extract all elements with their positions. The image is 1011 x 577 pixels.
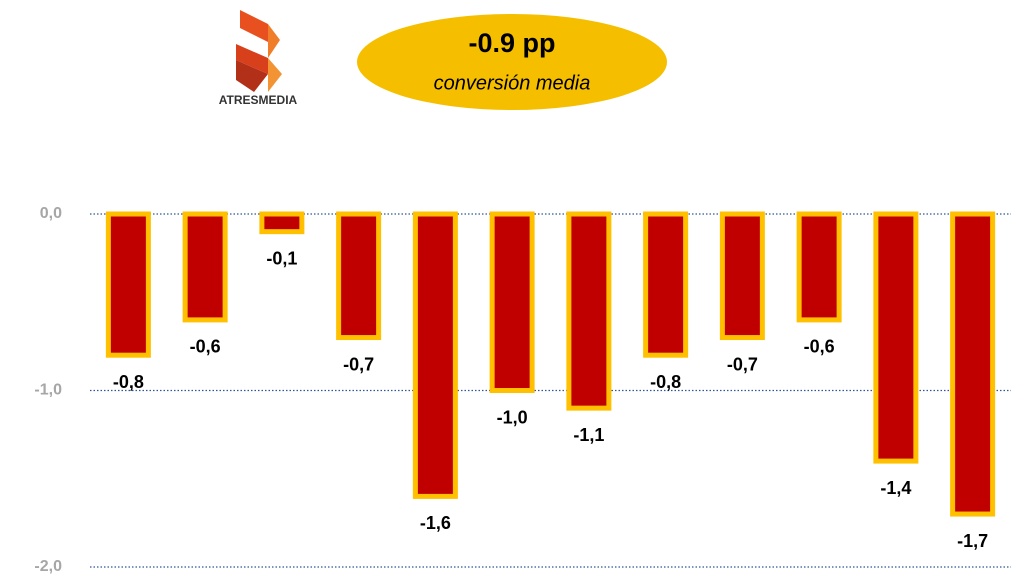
highlight-bubble — [357, 14, 667, 110]
value-label: -0,1 — [266, 248, 297, 268]
value-label: -0,7 — [343, 354, 374, 374]
caption: conversión media — [434, 72, 591, 94]
bar — [566, 211, 612, 411]
headline: -0.9 pp — [468, 28, 555, 58]
logo: ATRESMEDIA — [219, 10, 298, 107]
bar — [412, 211, 458, 499]
value-label: -1,7 — [957, 531, 988, 551]
bar — [719, 211, 765, 341]
bar — [105, 211, 151, 358]
y-tick-label: 0,0 — [40, 205, 62, 222]
value-label: -0,8 — [113, 372, 144, 392]
value-label: -1,6 — [420, 513, 451, 533]
value-label: -0,6 — [804, 337, 835, 357]
bar — [489, 211, 535, 393]
logo-text: ATRESMEDIA — [219, 93, 298, 107]
value-label: -0,7 — [727, 354, 758, 374]
value-label: -0,6 — [190, 337, 221, 357]
bar — [259, 211, 305, 235]
value-label: -0,8 — [650, 372, 681, 392]
value-label: -1,4 — [880, 478, 911, 498]
y-tick-label: -2,0 — [34, 558, 62, 575]
bar — [182, 211, 228, 323]
bar — [950, 211, 996, 517]
value-label: -1,0 — [497, 407, 528, 427]
bar — [796, 211, 842, 323]
bar — [336, 211, 382, 341]
bar — [643, 211, 689, 358]
bar — [873, 211, 919, 464]
y-tick-label: -1,0 — [34, 382, 62, 399]
value-label: -1,1 — [573, 425, 604, 445]
